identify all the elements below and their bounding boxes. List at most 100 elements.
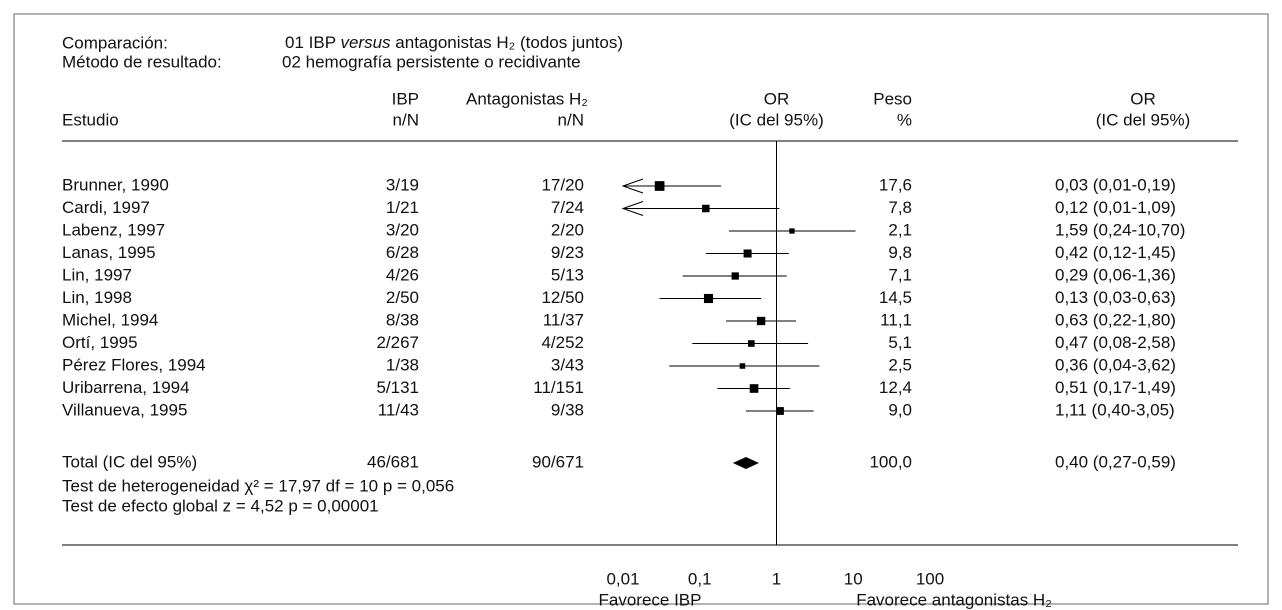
weight-label: 12,4 xyxy=(879,378,912,397)
ibp-count: 2/267 xyxy=(376,333,419,352)
frame xyxy=(13,13,1269,605)
x-label-left: Favorece IBP xyxy=(599,590,702,609)
weight-label: 2,5 xyxy=(888,355,912,374)
ibp-count: 2/50 xyxy=(386,288,419,307)
column-title: Peso xyxy=(873,89,912,108)
or-label: 0,36 (0,04-3,62) xyxy=(1055,355,1176,374)
overall-effect: Test de efecto global z = 4,52 p = 0,000… xyxy=(62,496,379,515)
column-subtitle: (IC del 95%) xyxy=(1096,110,1190,129)
study-name: Villanueva, 1995 xyxy=(62,400,187,419)
x-label-right: Favorece antagonistas H₂ xyxy=(856,590,1052,609)
column-title: IBP xyxy=(392,89,419,108)
antagonist-count: 3/43 xyxy=(551,355,584,374)
antagonist-count: 2/20 xyxy=(551,220,584,239)
antagonist-count: 5/13 xyxy=(551,265,584,284)
study-name: Lanas, 1995 xyxy=(62,243,156,262)
total-ibp: 46/681 xyxy=(367,452,419,471)
x-tick-label: 100 xyxy=(916,569,944,588)
or-label: 0,03 (0,01-0,19) xyxy=(1055,175,1176,194)
study-name: Michel, 1994 xyxy=(62,310,158,329)
or-box xyxy=(703,293,714,304)
or-label: 0,47 (0,08-2,58) xyxy=(1055,333,1176,352)
study-name: Labenz, 1997 xyxy=(62,220,165,239)
study-name: Cardi, 1997 xyxy=(62,198,150,217)
total-antagonists: 90/671 xyxy=(532,452,584,471)
weight-label: 7,1 xyxy=(888,265,912,284)
comparison-part: versus xyxy=(340,33,391,52)
or-label: 1,59 (0,24-10,70) xyxy=(1055,220,1185,239)
or-label: 0,63 (0,22-1,80) xyxy=(1055,310,1176,329)
comparison-text: 01 IBP versus antagonistas H₂ (todos jun… xyxy=(285,33,623,52)
x-tick-label: 0,01 xyxy=(606,569,639,588)
or-label: 1,11 (0,40-3,05) xyxy=(1055,400,1175,419)
study-name: Pérez Flores, 1994 xyxy=(62,355,206,374)
or-label: 0,29 (0,06-1,36) xyxy=(1055,265,1176,284)
or-label: 0,42 (0,12-1,45) xyxy=(1055,243,1176,262)
antagonist-count: 11/37 xyxy=(543,310,584,329)
weight-label: 2,1 xyxy=(888,220,912,239)
x-tick-label: 1 xyxy=(772,569,781,588)
outcome-text: 02 hemografía persistente o recidivante xyxy=(282,52,581,71)
study-name: Lin, 1998 xyxy=(62,288,132,307)
total-label: Total (IC del 95%) xyxy=(62,452,197,471)
column-title: Antagonistas H₂ xyxy=(466,89,588,108)
heterogeneity: Test de heterogeneidad χ² = 17,97 df = 1… xyxy=(62,476,454,495)
or-label: 0,13 (0,03-0,63) xyxy=(1055,288,1176,307)
total-or-label: 0,40 (0,27-0,59) xyxy=(1055,452,1176,471)
ibp-count: 8/38 xyxy=(386,310,419,329)
comparison-part: 01 IBP xyxy=(285,33,336,52)
column-subtitle: % xyxy=(897,110,912,129)
x-tick-label: 0,1 xyxy=(688,569,712,588)
antagonist-count: 12/50 xyxy=(541,288,584,307)
study-name: Brunner, 1990 xyxy=(62,175,169,194)
ibp-count: 6/28 xyxy=(386,243,419,262)
column-title: OR xyxy=(1130,89,1156,108)
or-box xyxy=(702,204,710,213)
antagonist-count: 4/252 xyxy=(541,333,584,352)
or-box xyxy=(789,228,795,234)
antagonist-count: 17/20 xyxy=(541,175,584,194)
total-weight: 100,0 xyxy=(869,452,912,471)
column-title: Estudio xyxy=(62,110,119,129)
weight-label: 7,8 xyxy=(888,198,912,217)
weight-label: 9,0 xyxy=(888,400,912,419)
column-title: OR xyxy=(764,89,790,108)
weight-label: 14,5 xyxy=(879,288,912,307)
or-box xyxy=(731,272,739,280)
ibp-count: 1/38 xyxy=(386,355,419,374)
weight-label: 11,1 xyxy=(880,310,912,329)
ci-arrow xyxy=(621,201,644,216)
or-label: 0,51 (0,17-1,49) xyxy=(1055,378,1176,397)
antagonist-count: 9/23 xyxy=(551,243,584,262)
antagonist-count: 7/24 xyxy=(551,198,584,217)
ci-arrow xyxy=(621,178,644,194)
comparison-label: Comparación: xyxy=(62,33,168,52)
or-box xyxy=(743,249,752,258)
antagonist-count: 9/38 xyxy=(551,400,584,419)
antagonist-count: 11/151 xyxy=(533,378,584,397)
or-box xyxy=(756,316,766,326)
study-name: Ortí, 1995 xyxy=(62,333,138,352)
total-diamond xyxy=(732,457,759,469)
ibp-count: 3/19 xyxy=(386,175,419,194)
outcome-label: Método de resultado: xyxy=(62,52,222,71)
ibp-count: 3/20 xyxy=(386,220,419,239)
weight-label: 17,6 xyxy=(879,175,912,194)
column-subtitle: n/N xyxy=(558,110,584,129)
ibp-count: 11/43 xyxy=(378,400,419,419)
ibp-count: 4/26 xyxy=(386,265,419,284)
or-label: 0,12 (0,01-1,09) xyxy=(1055,198,1176,217)
or-box xyxy=(654,181,665,191)
study-name: Uribarrena, 1994 xyxy=(62,378,190,397)
study-name: Lin, 1997 xyxy=(62,265,132,284)
comparison-part: antagonistas H₂ (todos juntos) xyxy=(395,33,623,52)
or-box xyxy=(739,363,746,369)
or-box xyxy=(748,340,755,347)
weight-label: 9,8 xyxy=(888,243,912,262)
ibp-count: 1/21 xyxy=(386,198,419,217)
column-subtitle: n/N xyxy=(393,110,419,129)
x-tick-label: 10 xyxy=(844,569,863,588)
ibp-count: 5/131 xyxy=(376,378,419,397)
